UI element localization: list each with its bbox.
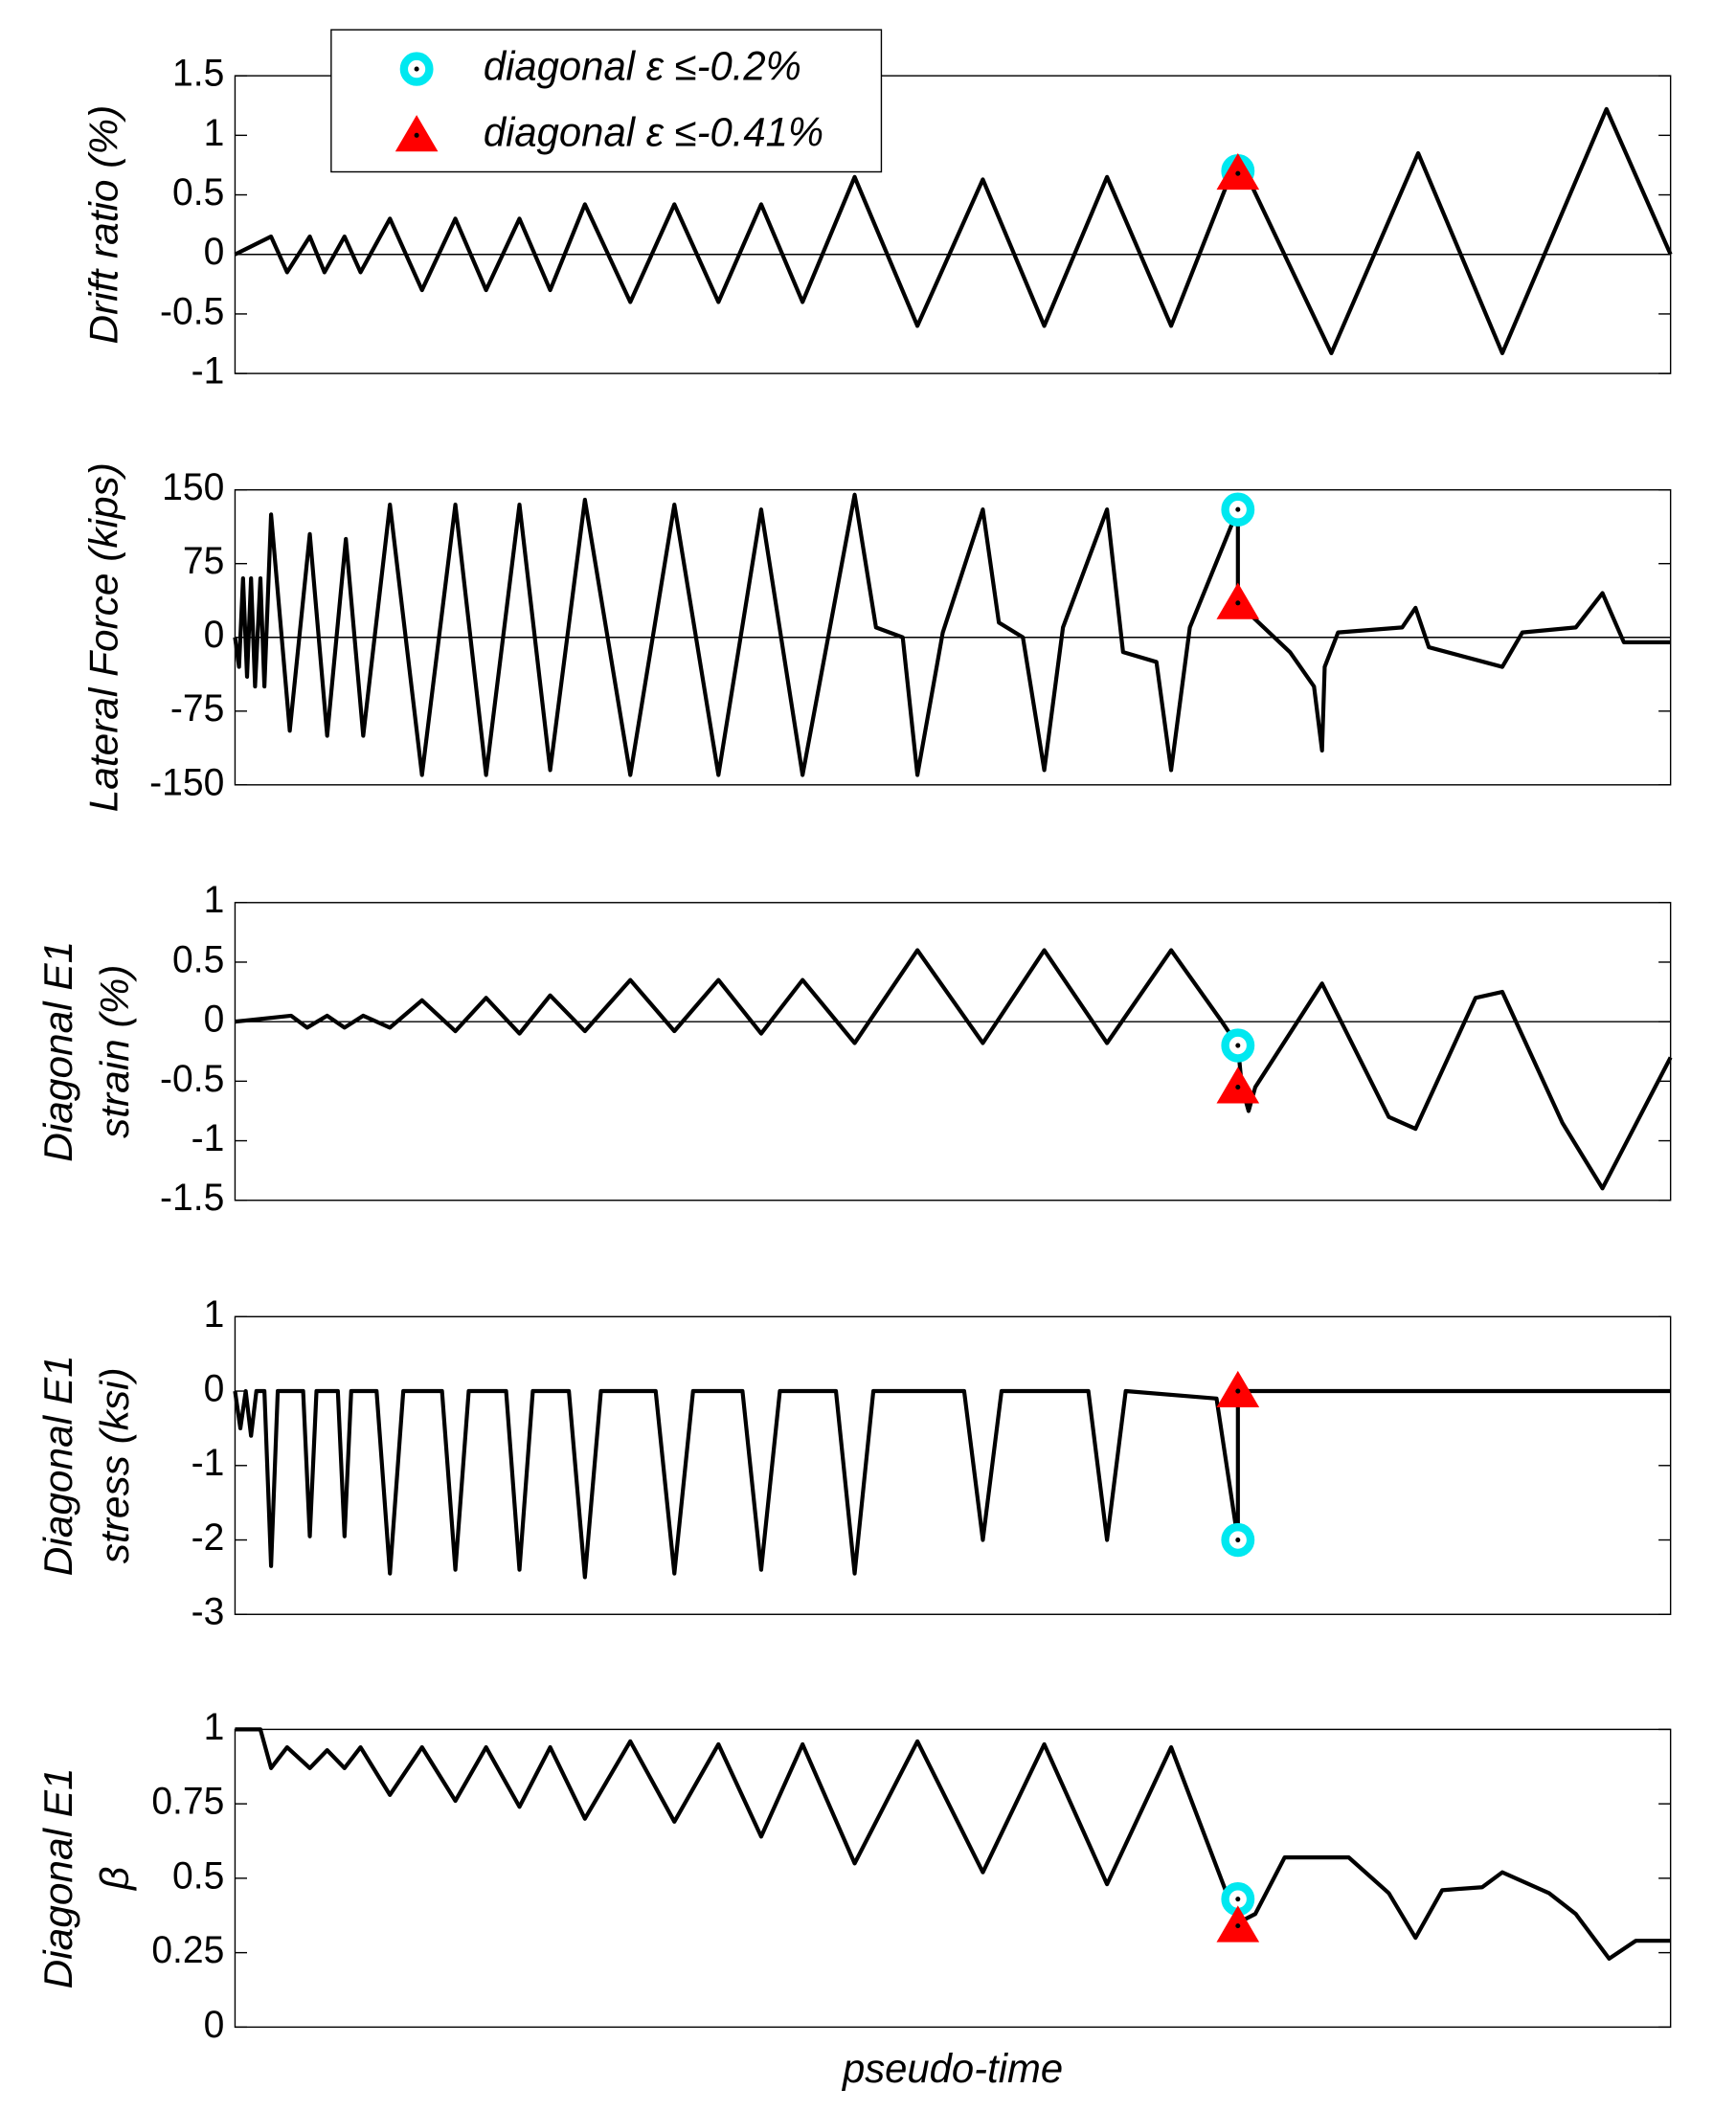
triangle-marker: [1216, 582, 1260, 619]
legend-symbol: [399, 52, 434, 86]
y-tick-label: -1.5: [160, 1177, 224, 1219]
marker-dot: [1235, 1537, 1241, 1543]
circle-marker: [1221, 492, 1255, 527]
y-tick-label: -3: [192, 1590, 225, 1632]
y-tick-label: 150: [162, 466, 224, 508]
marker-dot: [1235, 1388, 1241, 1394]
y-axis-label: β: [92, 1867, 137, 1892]
marker-dot: [414, 132, 419, 138]
y-tick-label: 0.75: [151, 1780, 224, 1822]
y-tick-label: 1: [204, 1706, 225, 1748]
y-tick-label: 0.5: [172, 171, 224, 213]
data-line: [233, 492, 1671, 777]
marker-dot: [414, 66, 419, 72]
y-tick-label: -150: [149, 761, 224, 803]
y-tick-label: -0.5: [160, 290, 224, 332]
circle-marker: [1221, 1028, 1255, 1063]
y-tick-label: 0.25: [151, 1929, 224, 1971]
y-axis-label: stress (ksi): [92, 1367, 137, 1563]
plot-area: [234, 902, 1672, 1201]
y-tick-label: -1: [192, 1442, 225, 1484]
triangle-marker: [1216, 1067, 1260, 1104]
x-axis-label: pseudo-time: [841, 2046, 1063, 2091]
triangle-marker: [1216, 1905, 1260, 1943]
y-tick-label: 1.5: [172, 52, 224, 94]
y-tick-label: 0: [204, 231, 225, 273]
y-tick-label: -1: [192, 349, 225, 392]
marker-dot: [1235, 600, 1241, 606]
y-tick-label: 1: [204, 112, 225, 154]
y-axis-label: strain (%): [92, 965, 137, 1138]
marker-dot: [1235, 1085, 1241, 1090]
marker-dot: [1235, 1923, 1241, 1929]
y-tick-label: -1: [192, 1117, 225, 1159]
plot-area: [234, 1315, 1672, 1615]
y-tick-label: 0.5: [172, 1854, 224, 1897]
marker-dot: [1235, 1897, 1241, 1902]
triangle-marker: [1216, 1370, 1260, 1407]
y-tick-label: -0.5: [160, 1058, 224, 1100]
marker-dot: [1235, 170, 1241, 176]
y-tick-label: 0.5: [172, 938, 224, 980]
data-line: [235, 1727, 1671, 1961]
y-tick-label: 0: [204, 2004, 225, 2046]
circle-marker: [1221, 1522, 1255, 1558]
legend-label: diagonal ε ≤-0.2%: [484, 43, 801, 88]
triangle-marker: [1216, 152, 1260, 191]
y-axis-label: Drift ratio (%): [81, 105, 126, 345]
plot-area: [234, 1728, 1672, 2029]
legend-label: diagonal ε ≤-0.41%: [484, 109, 823, 154]
data-line: [235, 948, 1673, 1191]
data-line: [233, 1388, 1671, 1580]
marker-dot: [1235, 1043, 1241, 1048]
y-tick-label: 1: [204, 879, 225, 921]
y-tick-label: -75: [170, 687, 224, 730]
y-axis-label: Lateral Force (kips): [81, 462, 126, 812]
marker-dot: [1235, 506, 1241, 512]
y-tick-label: -2: [192, 1516, 225, 1559]
y-axis-label: Diagonal E1: [35, 941, 80, 1162]
y-axis-label: Diagonal E1: [35, 1767, 80, 1988]
y-tick-label: 75: [183, 540, 224, 582]
y-tick-label: 0: [204, 998, 225, 1040]
y-tick-label: 0: [204, 1367, 225, 1409]
y-tick-label: 0: [204, 614, 225, 656]
legend-symbol: [395, 115, 439, 152]
y-axis-label: Diagonal E1: [35, 1355, 80, 1576]
y-tick-label: 1: [204, 1293, 225, 1336]
